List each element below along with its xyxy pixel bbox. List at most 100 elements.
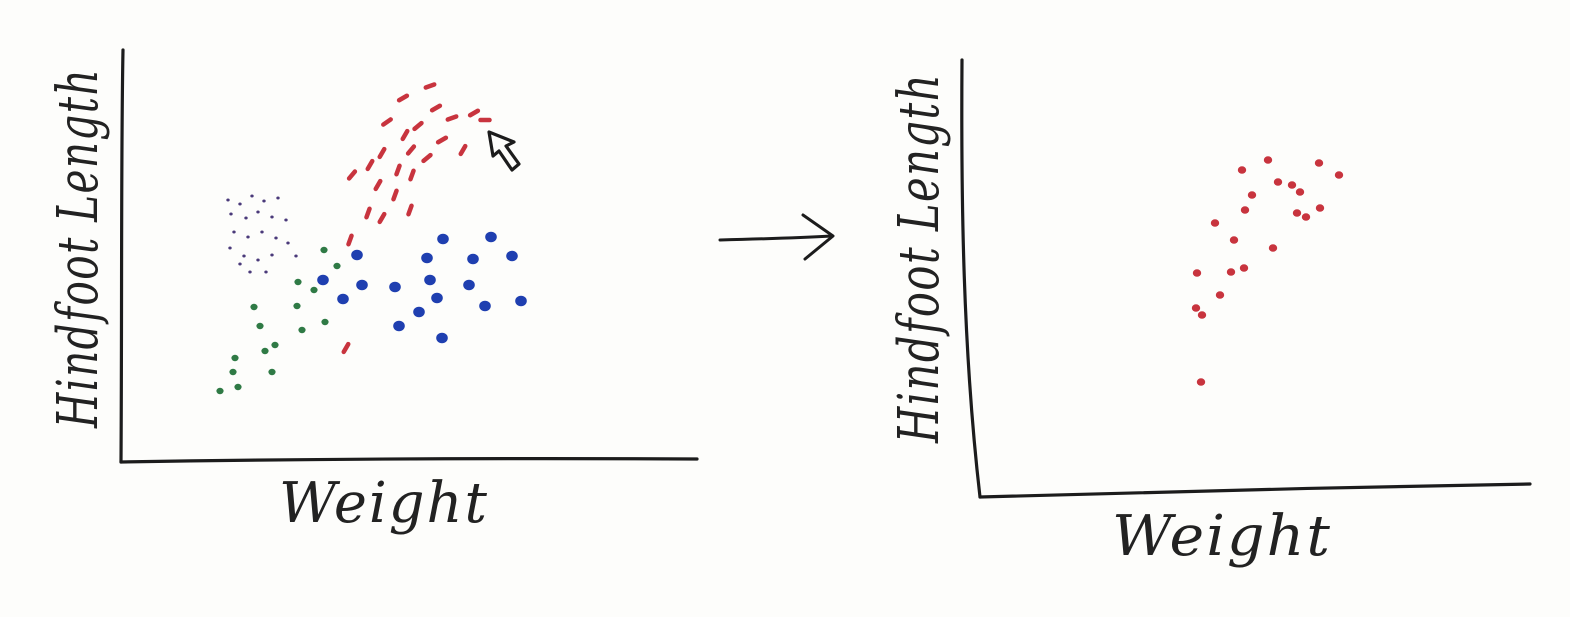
right-y-axis-label: Hindfoot Length bbox=[887, 73, 952, 444]
green-dot bbox=[333, 262, 341, 270]
green-dot bbox=[294, 278, 302, 286]
red-dot bbox=[1215, 291, 1225, 299]
right-arrow-icon bbox=[718, 213, 835, 261]
red-dot bbox=[1268, 244, 1278, 252]
red-dot bbox=[1210, 219, 1220, 227]
purple-dot bbox=[228, 246, 232, 250]
red-dot bbox=[1287, 181, 1297, 189]
red-dot bbox=[1247, 191, 1257, 199]
blue-dot bbox=[506, 250, 518, 262]
purple-dot bbox=[262, 199, 266, 203]
red-mark bbox=[400, 128, 410, 142]
right-panel: Hindfoot Length Weight bbox=[887, 58, 1532, 569]
purple-dot bbox=[286, 241, 290, 245]
red-dot bbox=[1197, 311, 1207, 319]
left-y-axis bbox=[119, 48, 125, 464]
red-mark bbox=[377, 211, 387, 225]
blue-dot bbox=[351, 249, 363, 261]
green-dot bbox=[320, 246, 328, 254]
green-dot bbox=[231, 354, 239, 362]
purple-dot bbox=[294, 254, 298, 258]
red-dot bbox=[1237, 166, 1247, 174]
red-dot bbox=[1191, 304, 1201, 312]
red-mark bbox=[408, 168, 416, 182]
right-scatter-points bbox=[1191, 156, 1344, 386]
red-dot bbox=[1239, 264, 1249, 272]
blue-dot bbox=[356, 279, 368, 291]
green-dot bbox=[234, 383, 242, 391]
purple-dot bbox=[232, 230, 236, 234]
green-dot bbox=[321, 318, 329, 326]
red-dot bbox=[1301, 213, 1311, 221]
green-dot bbox=[293, 302, 301, 310]
red-mark bbox=[346, 233, 354, 247]
red-mark bbox=[341, 341, 351, 355]
green-dot bbox=[271, 341, 279, 349]
red-dot bbox=[1229, 236, 1239, 244]
purple-dot bbox=[284, 218, 288, 222]
red-mark bbox=[396, 93, 410, 103]
red-mark bbox=[394, 163, 402, 177]
red-mark bbox=[365, 158, 375, 172]
red-mark bbox=[445, 114, 459, 122]
purple-dot bbox=[274, 236, 278, 240]
purple-dot bbox=[226, 198, 230, 202]
red-dot bbox=[1292, 209, 1302, 217]
red-mark bbox=[377, 146, 387, 160]
purple-dot bbox=[270, 215, 274, 219]
blue-dot bbox=[389, 281, 401, 293]
purple-dot bbox=[276, 196, 280, 200]
red-mark bbox=[406, 203, 414, 217]
red-mark bbox=[373, 178, 383, 192]
red-dot bbox=[1192, 269, 1202, 277]
mouse-cursor-icon bbox=[487, 130, 521, 172]
blue-dot bbox=[424, 274, 436, 286]
purple-dot bbox=[250, 194, 254, 198]
green-dot bbox=[310, 286, 318, 294]
red-dot bbox=[1334, 171, 1344, 179]
right-x-axis-label: Weight bbox=[1112, 504, 1332, 569]
red-dot bbox=[1315, 204, 1325, 212]
right-y-axis bbox=[960, 58, 982, 499]
green-dot bbox=[256, 322, 264, 330]
red-dot bbox=[1314, 159, 1324, 167]
green-dot bbox=[268, 368, 276, 376]
red-mark bbox=[429, 103, 443, 113]
red-dot bbox=[1240, 206, 1250, 214]
green-dot bbox=[229, 368, 237, 376]
red-mark bbox=[467, 108, 481, 118]
blue-dot bbox=[436, 332, 448, 344]
blue-dot bbox=[437, 233, 449, 245]
blue-dot bbox=[463, 279, 475, 291]
blue-dot bbox=[479, 300, 491, 312]
green-dot bbox=[261, 347, 269, 355]
purple-dot bbox=[270, 253, 274, 257]
left-y-axis-label: Hindfoot Length bbox=[46, 68, 111, 429]
purple-dot bbox=[260, 230, 264, 234]
red-mark bbox=[391, 188, 399, 202]
left-panel: Hindfoot Length Weight bbox=[46, 48, 699, 536]
purple-dot bbox=[244, 216, 248, 220]
purple-dot bbox=[256, 210, 260, 214]
blue-dot bbox=[467, 253, 479, 265]
red-dot bbox=[1226, 268, 1236, 276]
green-dot bbox=[298, 326, 306, 334]
red-mark bbox=[364, 206, 372, 220]
right-x-axis bbox=[978, 482, 1532, 499]
blue-dot bbox=[431, 292, 443, 304]
left-scatter-points bbox=[216, 82, 527, 395]
red-mark bbox=[346, 169, 358, 181]
red-mark bbox=[458, 143, 468, 157]
red-dot bbox=[1196, 378, 1206, 386]
purple-dot bbox=[248, 270, 252, 274]
blue-dot bbox=[421, 252, 433, 264]
blue-dot bbox=[485, 231, 497, 243]
red-mark bbox=[423, 82, 437, 90]
left-x-axis-label: Weight bbox=[279, 471, 489, 536]
red-dot bbox=[1295, 188, 1305, 196]
blue-dot bbox=[515, 295, 527, 307]
blue-dot bbox=[317, 274, 329, 286]
purple-dot bbox=[264, 270, 268, 274]
purple-dot bbox=[256, 258, 260, 262]
